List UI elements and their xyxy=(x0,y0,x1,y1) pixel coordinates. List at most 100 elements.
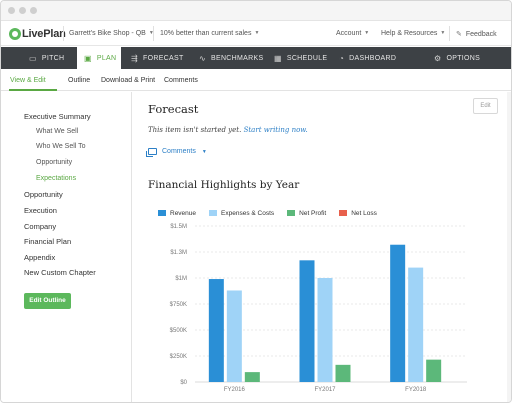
y-tick-label: $500K xyxy=(170,328,187,334)
liveplan-logo-icon xyxy=(9,28,21,40)
feedback-icon: ✎ xyxy=(456,31,462,38)
sidebar-item-appendix[interactable]: Appendix xyxy=(24,253,56,262)
x-tick-label: FY2018 xyxy=(405,387,427,393)
legend-item-expenses[interactable]: Expenses & Costs xyxy=(209,210,274,217)
scenario-selector[interactable]: 10% better than current sales ▼ xyxy=(160,30,259,37)
bar-net-profit-fy2016[interactable] xyxy=(244,372,260,382)
tab-label: DASHBOARD xyxy=(349,54,397,62)
financial-highlights-chart: $0 $250K $500K $750K $1M $1.3M $1.5M FY2016 FY20… xyxy=(170,224,467,393)
liveplan-logo[interactable]: LivePlan xyxy=(9,27,66,41)
bar-net-profit-fy2017[interactable] xyxy=(335,364,351,382)
monitor-icon: ▭ xyxy=(29,53,37,63)
help-label: Help & Resources xyxy=(381,30,438,37)
legend-swatch xyxy=(287,210,296,216)
subtab-view-edit[interactable]: View & Edit xyxy=(10,77,46,84)
page-title: Forecast xyxy=(148,102,199,116)
scenario-name: 10% better than current sales xyxy=(160,30,252,37)
chevron-down-icon: ▼ xyxy=(201,148,207,155)
chart-title: Financial Highlights by Year xyxy=(148,179,300,191)
bar-net-profit-fy2018[interactable] xyxy=(426,359,442,382)
bar-revenue-fy2017[interactable] xyxy=(299,260,315,382)
edit-button[interactable]: Edit xyxy=(473,98,498,114)
subtab-download-print[interactable]: Download & Print xyxy=(101,77,156,84)
y-tick-label: $1M xyxy=(175,276,187,282)
tab-forecast[interactable]: ⇶ FORECAST xyxy=(131,47,191,69)
tab-schedule[interactable]: ▦ SCHEDULE xyxy=(274,47,332,69)
bar-expenses-costs-fy2017[interactable] xyxy=(317,278,333,382)
window-dot-minimize[interactable] xyxy=(19,7,26,14)
legend-item-net-profit[interactable]: Net Profit xyxy=(287,210,326,217)
window-dot-close[interactable] xyxy=(8,7,15,14)
sidebar-item-expectations[interactable]: Expectations xyxy=(36,175,77,182)
y-tick-label: $750K xyxy=(170,302,187,308)
tab-dashboard[interactable]: ◔ DASHBOARD xyxy=(339,47,404,69)
status-line: This item isn't started yet. Start writi… xyxy=(148,126,308,134)
tab-label: BENCHMARKS xyxy=(211,54,264,62)
main-content: Forecast Edit This item isn't started ye… xyxy=(133,92,511,402)
feedback-label: Feedback xyxy=(465,31,497,38)
y-tick-label: $1.5M xyxy=(170,224,187,230)
y-tick-label: $0 xyxy=(180,380,187,386)
chart-line-icon: ∿ xyxy=(199,53,207,63)
tab-label: PLAN xyxy=(96,54,117,62)
help-menu[interactable]: Help & Resources ▼ xyxy=(381,30,445,37)
tab-benchmarks[interactable]: ∿ BENCHMARKS xyxy=(199,47,269,69)
comments-toggle[interactable]: Comments ▼ xyxy=(146,148,207,157)
chart-legend: Revenue Expenses & Costs Net Profit Net … xyxy=(158,208,390,218)
gear-icon: ⚙ xyxy=(434,53,442,63)
legend-label: Revenue xyxy=(170,209,197,217)
document-icon: ▣ xyxy=(84,53,92,63)
tab-label: FORECAST xyxy=(143,54,184,62)
tab-label: SCHEDULE xyxy=(286,54,328,62)
x-tick-label: FY2017 xyxy=(314,387,336,393)
calendar-icon: ▦ xyxy=(274,53,282,63)
sidebar-item-who-we-sell-to[interactable]: Who We Sell To xyxy=(36,143,86,150)
account-menu[interactable]: Account ▼ xyxy=(336,30,369,37)
sidebar-item-financial-plan[interactable]: Financial Plan xyxy=(24,237,72,246)
sidebar-item-what-we-sell[interactable]: What We Sell xyxy=(36,128,79,135)
sidebar-item-new-custom-chapter[interactable]: New Custom Chapter xyxy=(24,268,96,277)
subtab-outline[interactable]: Outline xyxy=(68,77,91,84)
edit-outline-button[interactable]: Edit Outline xyxy=(24,293,71,309)
sidebar-item-company[interactable]: Company xyxy=(24,222,57,231)
active-subtab-indicator xyxy=(9,89,57,91)
tab-plan[interactable]: ▣ PLAN xyxy=(77,47,121,69)
window-dot-maximize[interactable] xyxy=(30,7,37,14)
legend-item-net-loss[interactable]: Net Loss xyxy=(339,210,377,217)
x-tick-label: FY2016 xyxy=(224,387,246,393)
bar-expenses-costs-fy2016[interactable] xyxy=(226,290,242,382)
sidebar-item-executive-summary[interactable]: Executive Summary xyxy=(24,112,91,121)
bar-expenses-costs-fy2018[interactable] xyxy=(408,267,424,382)
bar-revenue-fy2018[interactable] xyxy=(390,244,406,382)
subtab-comments[interactable]: Comments xyxy=(164,77,198,84)
main-nav: ▭ PITCH ▣ PLAN ⇶ FORECAST ∿ BENCHMARKS ▦ SCHE… xyxy=(1,47,511,69)
bar-revenue-fy2016[interactable] xyxy=(208,279,224,382)
legend-label: Expenses & Costs xyxy=(221,209,275,217)
account-label: Account xyxy=(336,30,362,37)
tab-label: PITCH xyxy=(41,54,65,62)
tab-pitch[interactable]: ▭ PITCH xyxy=(15,47,65,69)
sidebar-item-opportunity-sub[interactable]: Opportunity xyxy=(36,159,73,166)
dashboard-icon: ◔ xyxy=(339,53,345,63)
chevron-down-icon: ▼ xyxy=(254,30,260,36)
sidebar-item-execution[interactable]: Execution xyxy=(24,206,57,215)
top-bar: LivePlan Garrett's Bike Shop - QB ▼ 10% b… xyxy=(1,21,511,46)
start-writing-link[interactable]: Start writing now. xyxy=(243,126,308,134)
comments-icon xyxy=(146,148,157,157)
legend-item-revenue[interactable]: Revenue xyxy=(158,210,196,217)
chevron-down-icon: ▼ xyxy=(148,30,154,36)
outline-sidebar: Executive Summary What We Sell Who We Se… xyxy=(1,92,132,402)
y-tick-label: $250K xyxy=(170,354,187,360)
tab-options[interactable]: ⚙ OPTIONS xyxy=(434,47,489,69)
legend-swatch xyxy=(158,210,166,216)
legend-swatch xyxy=(209,210,218,216)
tab-label: OPTIONS xyxy=(446,54,481,62)
company-selector[interactable]: Garrett's Bike Shop - QB ▼ xyxy=(69,30,154,37)
sidebar-item-opportunity[interactable]: Opportunity xyxy=(24,190,63,199)
feedback-link[interactable]: ✎ Feedback xyxy=(456,30,497,38)
content-scrollbar[interactable] xyxy=(507,92,511,402)
chevron-down-icon: ▼ xyxy=(364,30,370,36)
comments-label: Comments xyxy=(162,148,196,155)
topbar-divider xyxy=(449,26,450,41)
